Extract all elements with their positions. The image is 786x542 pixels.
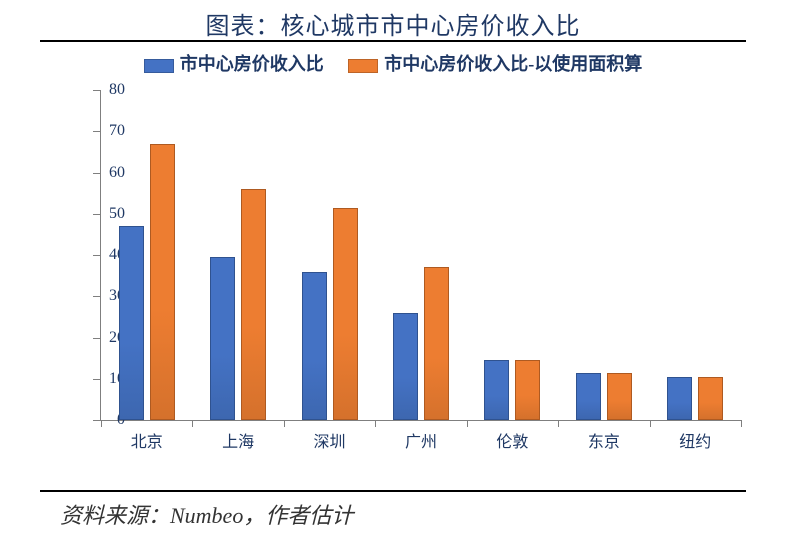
legend-item-1: 市中心房价收入比	[144, 50, 324, 76]
chart-title: 图表：核心城市市中心房价收入比	[206, 14, 581, 40]
x-tick	[741, 420, 742, 427]
legend-swatch-2	[348, 59, 378, 73]
bar	[393, 313, 418, 420]
legend: 市中心房价收入比 市中心房价收入比-以使用面积算	[0, 50, 786, 76]
bar	[484, 360, 509, 420]
legend-label-2: 市中心房价收入比-以使用面积算	[384, 54, 642, 74]
bar	[302, 272, 327, 421]
x-axis-label: 东京	[588, 428, 620, 452]
bar	[241, 189, 266, 420]
source-text: 资料来源：Numbeo，作者估计	[60, 498, 353, 530]
bar	[515, 360, 540, 420]
bar	[576, 373, 601, 420]
bar	[698, 377, 723, 420]
source-divider	[40, 490, 746, 492]
x-axis-label: 北京	[131, 428, 163, 452]
bar	[607, 373, 632, 420]
bar	[333, 208, 358, 420]
plot-area: 01020304050607080北京上海深圳广州伦敦东京纽约	[100, 90, 741, 421]
y-axis-label: 70	[85, 122, 125, 140]
x-axis-label: 上海	[222, 428, 254, 452]
legend-label-1: 市中心房价收入比	[180, 54, 324, 74]
x-tick	[467, 420, 468, 427]
bar	[119, 226, 144, 420]
chart-area: 01020304050607080北京上海深圳广州伦敦东京纽约	[70, 80, 750, 460]
legend-item-2: 市中心房价收入比-以使用面积算	[348, 50, 642, 76]
x-axis-label: 伦敦	[496, 428, 528, 452]
x-tick	[650, 420, 651, 427]
x-tick	[101, 420, 102, 427]
x-tick	[558, 420, 559, 427]
bar	[667, 377, 692, 420]
x-tick	[284, 420, 285, 427]
chart-title-row: 图表：核心城市市中心房价收入比	[0, 6, 786, 41]
bar	[424, 267, 449, 420]
x-tick	[192, 420, 193, 427]
bar	[210, 257, 235, 420]
x-axis-label: 深圳	[314, 428, 346, 452]
bar	[150, 144, 175, 420]
chart-container: 图表：核心城市市中心房价收入比 市中心房价收入比 市中心房价收入比-以使用面积算…	[0, 0, 786, 542]
x-axis-label: 广州	[405, 428, 437, 452]
x-axis-label: 纽约	[679, 428, 711, 452]
title-underline	[40, 40, 746, 42]
y-axis-label: 60	[85, 164, 125, 182]
x-tick	[375, 420, 376, 427]
y-axis-label: 50	[85, 205, 125, 223]
legend-swatch-1	[144, 59, 174, 73]
y-axis-label: 80	[85, 81, 125, 99]
